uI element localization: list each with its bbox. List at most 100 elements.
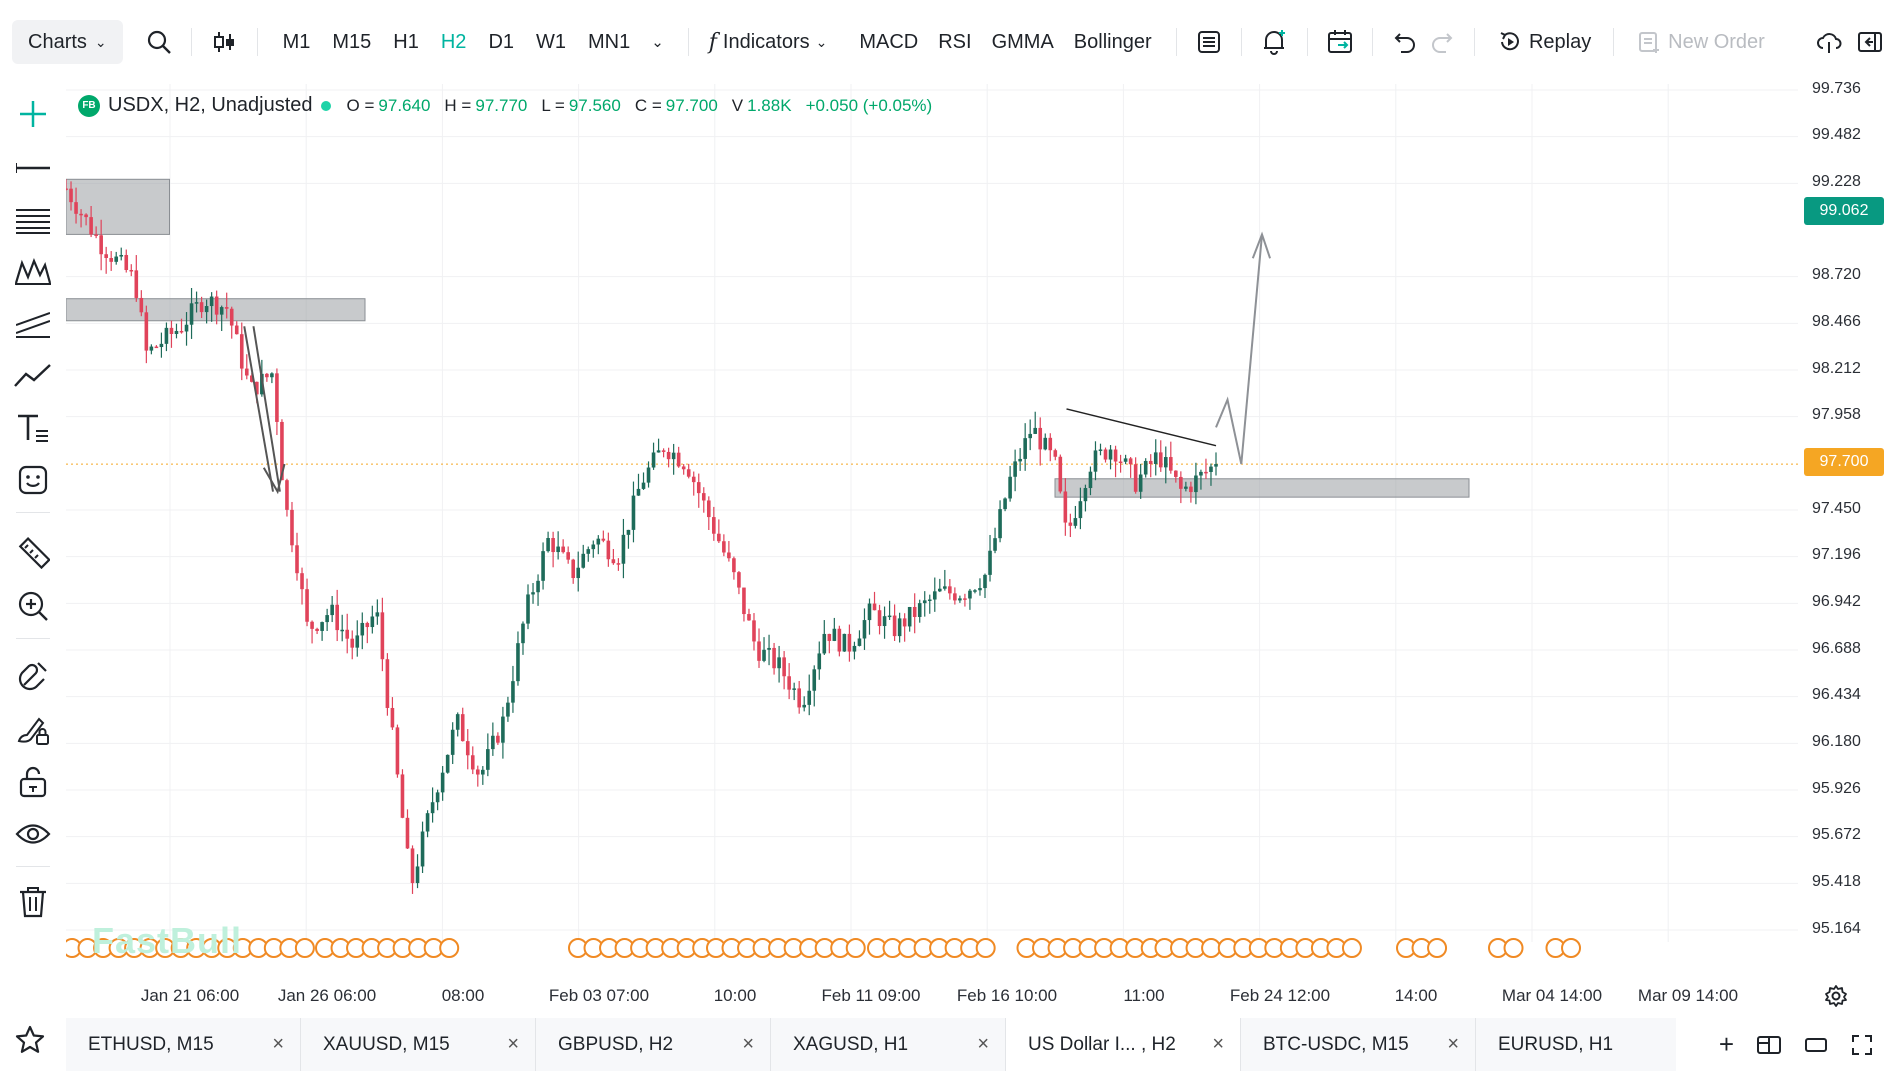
template-button[interactable] xyxy=(1191,20,1228,64)
collapse-panel-button[interactable] xyxy=(1851,20,1888,64)
new-order-button[interactable]: New Order xyxy=(1628,20,1773,64)
candle-body xyxy=(435,792,440,803)
timeframe-d1[interactable]: D1 xyxy=(488,30,515,53)
lock-drawings-tool[interactable] xyxy=(11,760,55,804)
timeframe-m15[interactable]: M15 xyxy=(332,30,372,53)
horizontal-line-icon xyxy=(16,163,50,173)
crosshair-tool[interactable] xyxy=(11,92,55,136)
indicator-rsi-button[interactable]: RSI xyxy=(938,30,972,53)
time-axis[interactable]: Jan 21 06:00 Jan 26 06:00 08:00 Feb 03 0… xyxy=(66,974,1798,1018)
alert-button[interactable] xyxy=(1256,20,1293,64)
candle-body xyxy=(1098,449,1103,451)
close-key: C = xyxy=(634,95,662,115)
candle-body xyxy=(581,553,586,568)
candle-body xyxy=(827,633,832,641)
magnet-tool[interactable] xyxy=(11,654,55,698)
ruler-tool[interactable] xyxy=(11,530,55,574)
timeframe-h2[interactable]: H2 xyxy=(440,30,467,53)
timeframe-more-chevron-icon[interactable]: ⌄ xyxy=(651,34,664,51)
visibility-tool[interactable] xyxy=(11,812,55,856)
candle-body xyxy=(496,735,500,743)
zoom-in-tool[interactable] xyxy=(11,584,55,628)
pattern-tool[interactable] xyxy=(11,250,55,294)
price-chart[interactable] xyxy=(66,84,1798,974)
close-icon[interactable]: × xyxy=(507,1033,519,1055)
close-icon[interactable]: × xyxy=(272,1033,284,1055)
candle-body xyxy=(305,589,309,622)
candle-body xyxy=(149,346,154,351)
candle-body xyxy=(752,620,756,642)
channel-tool[interactable] xyxy=(11,302,55,346)
tab-xagusd[interactable]: XAGUSD, H1 × xyxy=(771,1018,1006,1071)
candle-body xyxy=(847,633,852,652)
chart-settings-button[interactable] xyxy=(1824,984,1848,1013)
economic-event-marker xyxy=(1427,938,1448,958)
fibonacci-tool[interactable] xyxy=(11,198,55,242)
favorites-button[interactable] xyxy=(14,1024,46,1061)
candle-body xyxy=(1073,518,1078,526)
tab-gbpusd[interactable]: GBPUSD, H2 × xyxy=(536,1018,771,1071)
close-icon[interactable]: × xyxy=(1212,1033,1224,1055)
tab-xauusd[interactable]: XAUUSD, M15 × xyxy=(301,1018,536,1071)
timeframe-m1[interactable]: M1 xyxy=(282,30,311,53)
text-tool[interactable] xyxy=(11,406,55,450)
draw-lock-tool[interactable] xyxy=(11,708,55,752)
indicator-bollinger-button[interactable]: Bollinger xyxy=(1073,30,1152,53)
replay-button[interactable]: Replay xyxy=(1489,20,1599,64)
candle-body xyxy=(762,649,766,661)
fullscreen-icon[interactable] xyxy=(1850,1033,1874,1057)
candle-body xyxy=(681,466,686,470)
candle-body xyxy=(536,580,540,593)
close-icon[interactable]: × xyxy=(1447,1033,1459,1055)
emoji-tool[interactable] xyxy=(11,458,55,502)
candle-body xyxy=(295,545,299,574)
tab-us-dollar-index[interactable]: US Dollar I... , H2 × xyxy=(1006,1018,1241,1071)
price-axis[interactable]: 99.736 99.482 99.228 98.720 98.466 98.21… xyxy=(1798,80,1888,974)
trend-line-tool[interactable] xyxy=(11,354,55,398)
tab-eurusd[interactable]: EURUSD, H1 xyxy=(1476,1018,1676,1071)
candle-body xyxy=(842,633,847,652)
symbol-label[interactable]: USDX, H2, Unadjusted xyxy=(108,94,313,116)
candlestick-chart[interactable] xyxy=(66,84,1798,974)
candle-body xyxy=(325,615,329,623)
horizontal-line-tool[interactable] xyxy=(11,146,55,190)
timeframe-mn1[interactable]: MN1 xyxy=(588,30,631,53)
add-tab-icon[interactable]: + xyxy=(1718,1029,1734,1059)
tab-ethusd[interactable]: ETHUSD, M15 × xyxy=(66,1018,301,1071)
low-key: L = xyxy=(541,95,565,115)
split-layout-icon[interactable] xyxy=(1756,1034,1782,1056)
candle-body xyxy=(611,559,616,564)
candle-body xyxy=(1088,471,1093,489)
candle-body xyxy=(742,587,746,615)
indicator-gmma-button[interactable]: GMMA xyxy=(991,30,1054,53)
close-icon[interactable]: × xyxy=(977,1033,989,1055)
undo-button[interactable] xyxy=(1387,20,1424,64)
tab-btc-usdc[interactable]: BTC-USDC, M15 × xyxy=(1241,1018,1476,1071)
candle-body xyxy=(917,603,922,617)
candle-body xyxy=(164,327,169,344)
candle-body xyxy=(270,373,274,378)
indicators-button[interactable]: f Indicators ⌄ xyxy=(703,20,834,64)
timeframe-h1[interactable]: H1 xyxy=(393,30,419,53)
volume-value: 1.88K xyxy=(747,95,792,115)
search-button[interactable] xyxy=(141,20,178,64)
chart-type-button[interactable] xyxy=(206,20,243,64)
cloud-sync-button[interactable] xyxy=(1811,20,1848,64)
price-tick-label: 98.212 xyxy=(1812,360,1861,377)
calendar-button[interactable] xyxy=(1321,20,1358,64)
single-layout-icon[interactable] xyxy=(1804,1034,1828,1056)
candle-body xyxy=(792,688,796,690)
layout-template-icon xyxy=(1197,31,1220,53)
redo-button[interactable] xyxy=(1424,20,1461,64)
charts-menu-button[interactable]: Charts ⌄ xyxy=(12,20,123,64)
candle-body xyxy=(470,755,475,770)
delete-drawings-tool[interactable] xyxy=(11,880,55,924)
timeframe-w1[interactable]: W1 xyxy=(536,30,567,53)
candle-body xyxy=(189,303,194,325)
close-icon[interactable]: × xyxy=(742,1033,754,1055)
candle-body xyxy=(1143,460,1148,475)
candle-body xyxy=(862,620,867,639)
economic-event-marker xyxy=(439,938,460,958)
indicator-macd-button[interactable]: MACD xyxy=(859,30,919,53)
